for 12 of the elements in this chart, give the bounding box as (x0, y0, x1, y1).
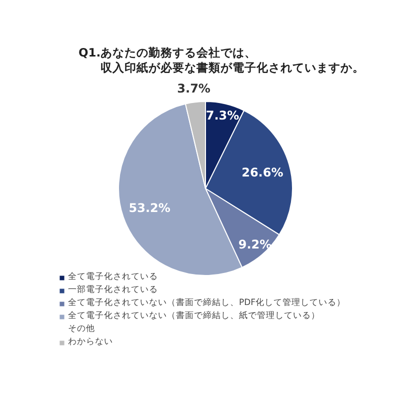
data-label: 9.2% (238, 238, 272, 252)
legend-label: 全て電子化されていない（書面で締結し、PDF化して管理している） (68, 297, 346, 309)
chart-title: Q1.あなたの勤務する会社では、収入印紙が必要な書類が電子化されていますか。 (78, 46, 364, 74)
category-label: その他 (68, 324, 95, 334)
legend-label: 全て電子化されていない（書面で締結し、紙で管理している） (68, 310, 320, 322)
legend-label: 全て電子化されている (68, 271, 158, 283)
data-label: 3.7% (177, 81, 210, 96)
data-label: 53.2% (128, 200, 170, 215)
legend-label: わからない (68, 336, 113, 348)
legend-label: 一部電子化されている (68, 284, 158, 296)
data-label: 7.3% (206, 108, 240, 123)
data-label: 26.6% (242, 165, 284, 180)
